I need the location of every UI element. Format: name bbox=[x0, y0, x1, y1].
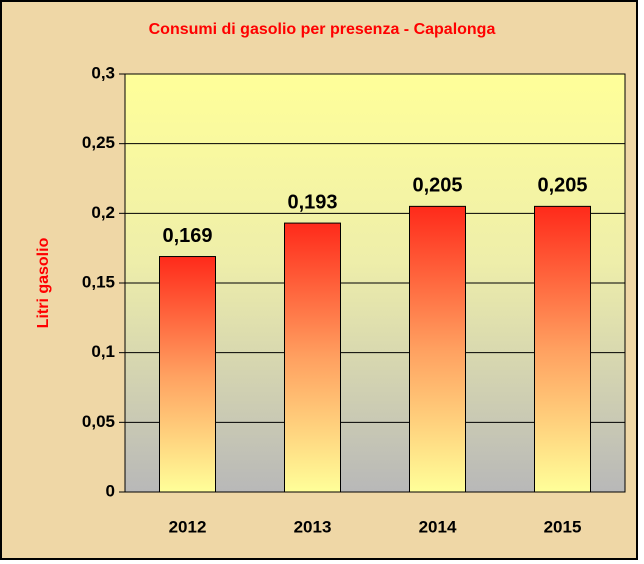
y-tick-label: 0,15 bbox=[82, 272, 115, 291]
bar bbox=[159, 256, 216, 493]
data-label: 0,193 bbox=[287, 191, 337, 213]
y-tick-label: 0,05 bbox=[82, 412, 115, 431]
chart-title: Consumi di gasolio per presenza - Capalo… bbox=[149, 21, 496, 38]
y-tick-label: 0,3 bbox=[91, 63, 115, 82]
y-tick-label: 0,25 bbox=[82, 133, 115, 152]
y-axis-label: Litri gasolio bbox=[35, 237, 52, 328]
y-tick-label: 0 bbox=[106, 481, 115, 500]
y-tick-label: 0,2 bbox=[91, 203, 115, 222]
y-tick-label: 0,1 bbox=[91, 342, 115, 361]
bar bbox=[534, 205, 591, 493]
data-label: 0,169 bbox=[162, 225, 212, 247]
x-tick-label: 2014 bbox=[419, 517, 457, 536]
bar bbox=[284, 222, 341, 493]
data-label: 0,205 bbox=[537, 175, 587, 197]
x-tick-label: 2012 bbox=[169, 517, 207, 536]
x-tick-label: 2013 bbox=[294, 517, 332, 536]
data-label: 0,205 bbox=[412, 175, 462, 197]
x-tick-label: 2015 bbox=[544, 517, 582, 536]
bar bbox=[409, 205, 466, 493]
